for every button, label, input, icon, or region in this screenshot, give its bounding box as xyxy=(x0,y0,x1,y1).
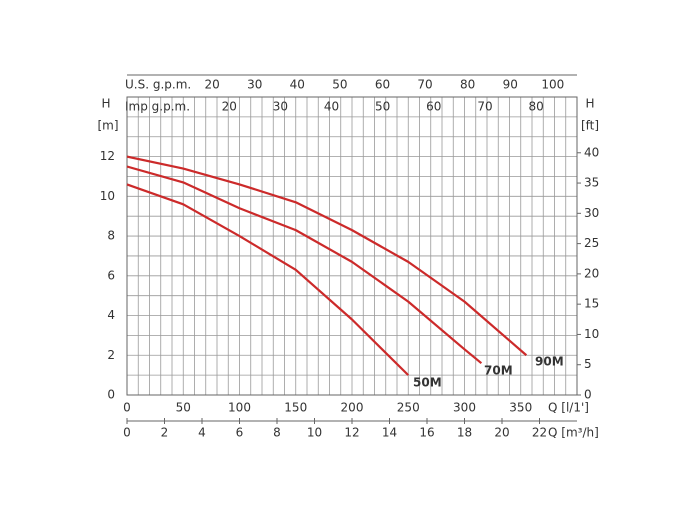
plot-frame xyxy=(126,96,578,396)
series-label: 70M xyxy=(484,364,513,378)
y-tick-label: 6 xyxy=(107,268,115,282)
series-label: 90M xyxy=(535,355,564,369)
top-tick-label: 100 xyxy=(541,78,564,92)
x2-tick-label: 6 xyxy=(236,426,244,440)
top-tick-label: 90 xyxy=(503,78,518,92)
top-tick-label: 80 xyxy=(528,100,543,114)
series-label: 50M xyxy=(413,376,442,390)
top-tick-label: 30 xyxy=(273,100,288,114)
x2-label: Q [m³/h] xyxy=(548,426,599,440)
y2-label: H xyxy=(585,97,594,111)
y-tick-label: 10 xyxy=(100,189,115,203)
top-tick-label: 20 xyxy=(205,78,220,92)
x2-tick-label: 10 xyxy=(307,426,322,440)
top-axis-label: Imp g.p.m. xyxy=(125,100,190,114)
x2-tick-label: 22 xyxy=(532,426,547,440)
y-tick-label: 2 xyxy=(107,348,115,362)
x2-tick-label: 2 xyxy=(161,426,169,440)
x2-tick-label: 14 xyxy=(382,426,397,440)
x-label: Q [l/1'] xyxy=(548,401,589,415)
top-tick-label: 60 xyxy=(375,78,390,92)
y2-tick-label: 5 xyxy=(584,357,592,371)
x2-tick-label: 20 xyxy=(494,426,509,440)
y2-tick-label: 10 xyxy=(584,327,599,341)
y2-tick-label: 40 xyxy=(584,145,599,159)
top-tick-label: 80 xyxy=(460,78,475,92)
curve xyxy=(126,183,410,376)
y-tick-label: 0 xyxy=(107,388,115,402)
x2-tick-label: 4 xyxy=(198,426,206,440)
x-tick-label: 350 xyxy=(509,401,532,415)
x-tick-label: 300 xyxy=(453,401,476,415)
x-tick-label: 0 xyxy=(123,401,131,415)
top-tick-label: 40 xyxy=(290,78,305,92)
x-tick-label: 150 xyxy=(284,401,307,415)
y-unit: [m] xyxy=(97,119,118,133)
top-tick-label: 70 xyxy=(477,100,492,114)
top-tick-label: 20 xyxy=(222,100,237,114)
y2-tick-label: 15 xyxy=(584,297,599,311)
y-label: H xyxy=(101,97,110,111)
top-tick-label: 50 xyxy=(375,100,390,114)
top-tick-label: 30 xyxy=(247,78,262,92)
x2-tick-label: 0 xyxy=(123,426,131,440)
y-tick-label: 4 xyxy=(107,308,115,322)
top-tick-label: 50 xyxy=(332,78,347,92)
top-tick-label: 40 xyxy=(324,100,339,114)
y2-tick-label: 20 xyxy=(584,266,599,280)
y2-tick-label: 35 xyxy=(584,176,599,190)
top-axis-label: U.S. g.p.m. xyxy=(125,78,191,92)
y-tick-label: 8 xyxy=(107,229,115,243)
top-tick-label: 60 xyxy=(426,100,441,114)
y2-tick-label: 0 xyxy=(584,388,592,402)
x-tick-label: 250 xyxy=(397,401,420,415)
x-tick-label: 100 xyxy=(228,401,251,415)
y-tick-label: 12 xyxy=(100,149,115,163)
y2-tick-label: 25 xyxy=(584,236,599,250)
y2-unit: [ft] xyxy=(581,119,599,133)
x2-tick-label: 18 xyxy=(457,426,472,440)
top-tick-label: 70 xyxy=(417,78,432,92)
y2-tick-label: 30 xyxy=(584,206,599,220)
x-tick-label: 50 xyxy=(176,401,191,415)
x2-tick-label: 12 xyxy=(344,426,359,440)
x2-tick-label: 8 xyxy=(273,426,281,440)
curve xyxy=(126,165,483,365)
curve xyxy=(126,155,528,357)
x2-tick-label: 16 xyxy=(419,426,434,440)
x-tick-label: 200 xyxy=(341,401,364,415)
